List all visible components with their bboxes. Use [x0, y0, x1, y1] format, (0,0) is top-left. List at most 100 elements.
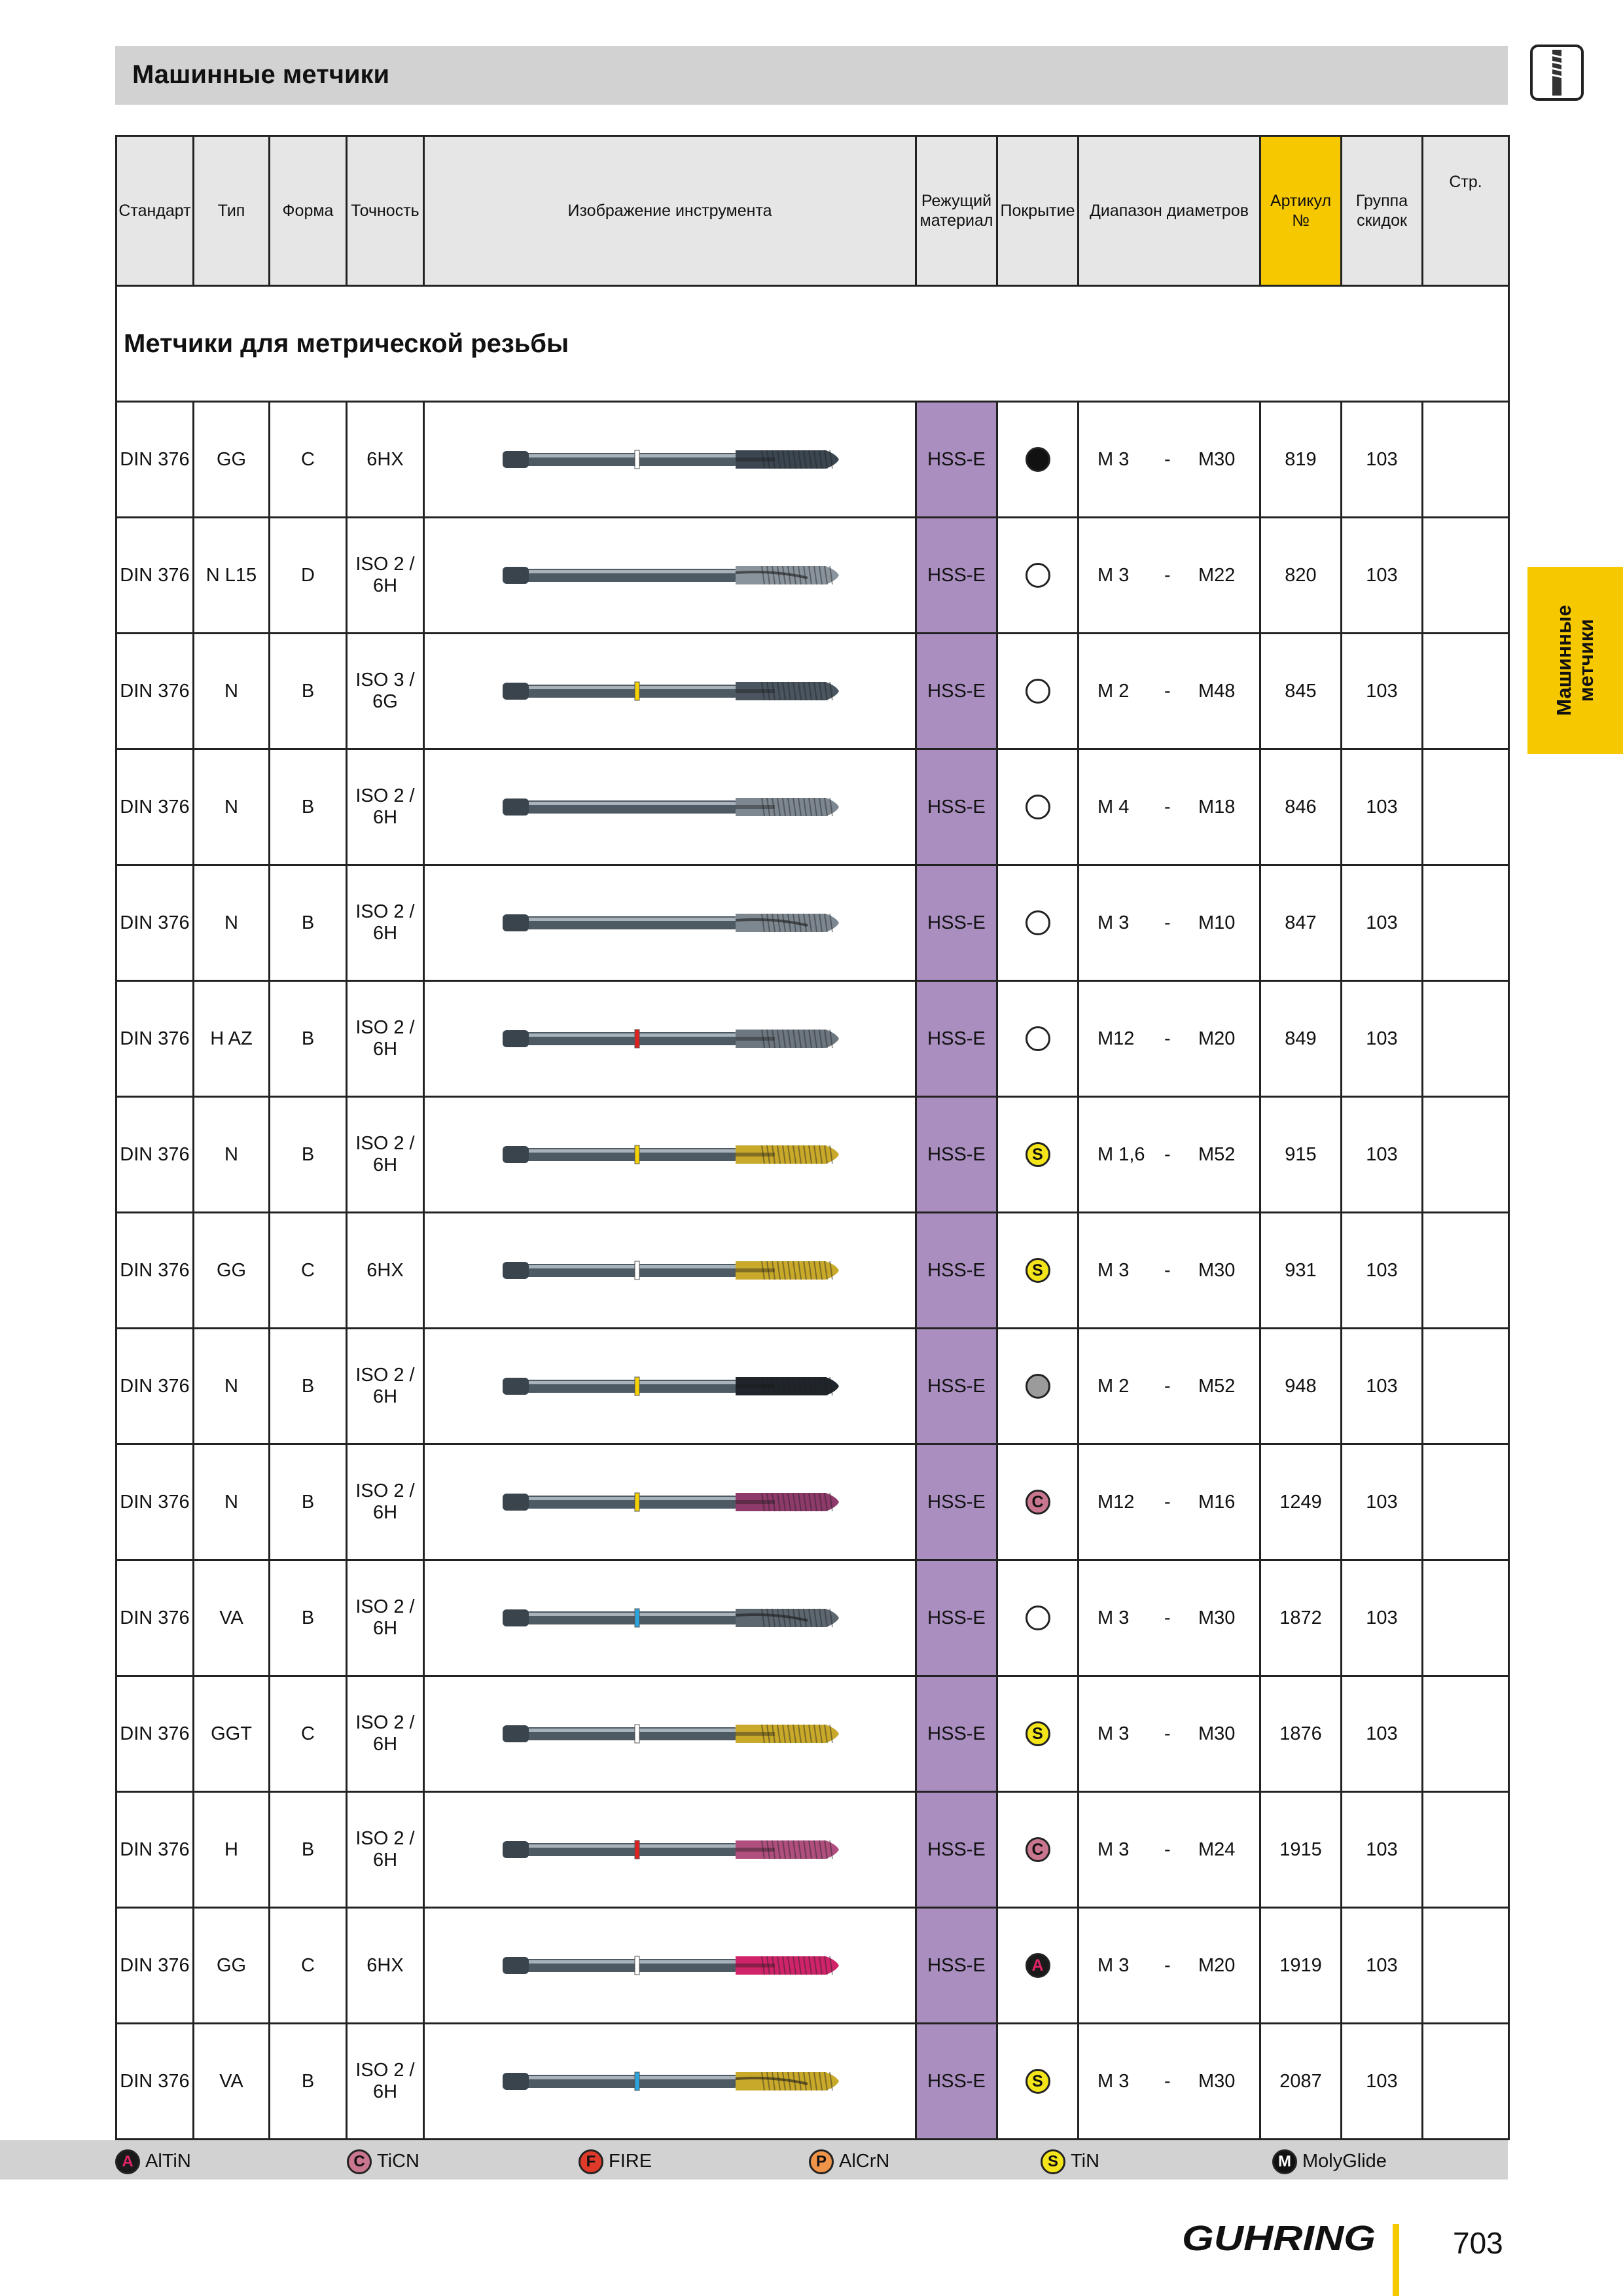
diameter-from: M 2: [1097, 1376, 1130, 1397]
diameter-dash: -: [1164, 1607, 1171, 1628]
diameter-to: M18: [1198, 797, 1236, 817]
cell-page: [1421, 1096, 1510, 1213]
cell-article: 819: [1259, 401, 1342, 518]
cell-tool-image: [423, 1327, 917, 1445]
cell-diameter: M 3 - M30: [1077, 1559, 1261, 1677]
cell-coating: [996, 401, 1079, 518]
coating-icon: S: [1025, 2069, 1050, 2094]
cell-standard: DIN 376: [115, 1443, 194, 1561]
table-row[interactable]: DIN 376 N B ISO 2 / 6H HSS-E M 4 - M18 846 103: [115, 748, 1510, 866]
col-accuracy: Точность: [346, 135, 425, 287]
table-row[interactable]: DIN 376 N B ISO 2 / 6H HSS-E M 3 - M10 847 103: [115, 864, 1510, 982]
cell-form: B: [268, 1559, 348, 1677]
cell-discount: 103: [1340, 1211, 1423, 1329]
cell-coating: [996, 516, 1079, 634]
cell-accuracy: ISO 2 / 6H: [346, 748, 425, 866]
diameter-dash: -: [1164, 449, 1171, 470]
cell-article: 847: [1259, 864, 1342, 982]
cell-coating: C: [996, 1443, 1079, 1561]
tap-tool-image: [502, 2072, 839, 2091]
cell-standard: DIN 376: [115, 1559, 194, 1677]
cell-diameter: M 3 - M20: [1077, 1907, 1261, 2024]
table-row[interactable]: DIN 376 H B ISO 2 / 6H HSS-E C M 3 - M24 1915 103: [115, 1791, 1510, 1909]
accuracy-text: ISO 2 / 6H: [355, 554, 415, 596]
cell-material: HSS-E: [915, 401, 998, 518]
tap-tool-image: [502, 1956, 839, 1975]
table-row[interactable]: DIN 376 N B ISO 2 / 6H HSS-E S M 1,6- M52 915 103: [115, 1096, 1510, 1213]
diameter-range: M 3 - M20: [1079, 1952, 1259, 1979]
diameter-range: M 3 - M30: [1079, 1721, 1259, 1747]
table-row[interactable]: DIN 376 N B ISO 2 / 6H HSS-E C M12 - M16 1249 103: [115, 1443, 1510, 1561]
tap-tool-image: [502, 565, 839, 585]
table-row[interactable]: DIN 376 H AZ B ISO 2 / 6H HSS-E M12 - M20 849 103: [115, 980, 1510, 1098]
diameter-from: M 3: [1097, 1839, 1130, 1860]
cell-standard: DIN 376: [115, 1211, 194, 1329]
cell-coating: A: [996, 1907, 1079, 2024]
diameter-to: M16: [1198, 1492, 1236, 1513]
cell-page: [1421, 1675, 1510, 1793]
diameter-dash: -: [1164, 1839, 1171, 1860]
diameter-range: M 3 - M30: [1079, 446, 1259, 473]
table-row[interactable]: DIN 376 GGT C ISO 2 / 6H HSS-E S M 3 - M30 1876 10…: [115, 1675, 1510, 1793]
svg-text:GUHRING: GUHRING: [1182, 2219, 1376, 2255]
cell-tool-image: [423, 2022, 917, 2140]
cell-tool-image: [423, 401, 917, 518]
coating-icon: S: [1025, 1721, 1050, 1746]
legend-label: AlCrN: [839, 2151, 890, 2172]
accuracy-text: ISO 2 / 6H: [355, 1133, 415, 1175]
cell-type: N L15: [192, 516, 270, 634]
cell-coating: [996, 864, 1079, 982]
diameter-from: M 3: [1097, 912, 1130, 933]
table-header-row: Стандарт Тип Форма Точность Изображение …: [115, 135, 1510, 287]
cell-standard: DIN 376: [115, 516, 194, 634]
cell-coating: C: [996, 1791, 1079, 1909]
table-row[interactable]: DIN 376 GG C 6HX HSS-E S M 3 - M30 931 103: [115, 1211, 1510, 1329]
page-header-bar: Машинные метчики: [115, 46, 1508, 105]
cell-diameter: M 2 - M52: [1077, 1327, 1261, 1445]
legend-item: M MolyGlide: [1272, 2148, 1387, 2175]
cell-tool-image: [423, 864, 917, 982]
table-row[interactable]: DIN 376 VA B ISO 2 / 6H HSS-E M 3 - M30 1872 103: [115, 1559, 1510, 1677]
cell-form: C: [268, 1211, 348, 1329]
diameter-range: M 1,6- M52: [1079, 1141, 1259, 1168]
diameter-range: M12 - M20: [1079, 1026, 1259, 1052]
col-coating: Покрытие: [996, 135, 1079, 287]
table-row[interactable]: DIN 376 GG C 6HX HSS-E M 3 - M30 819 103: [115, 401, 1510, 518]
side-tab[interactable]: Машинные метчики: [1527, 567, 1623, 754]
cell-diameter: M 3 - M24: [1077, 1791, 1261, 1909]
diameter-from: M 3: [1097, 1260, 1130, 1281]
col-article: Артикул №: [1259, 135, 1342, 287]
diameter-range: M 3 - M30: [1079, 2068, 1259, 2094]
tap-tool-image: [502, 450, 839, 469]
cell-material: HSS-E: [915, 1096, 998, 1213]
legend-label: AlTiN: [145, 2151, 191, 2172]
cell-diameter: M 3 - M22: [1077, 516, 1261, 634]
diameter-to: M30: [1198, 1607, 1236, 1628]
col-page: Стр.: [1421, 135, 1510, 287]
cell-discount: 103: [1340, 632, 1423, 750]
footer-accent-bar: [1393, 2224, 1399, 2296]
cell-standard: DIN 376: [115, 401, 194, 518]
brand-logo: GUHRING: [1182, 2219, 1376, 2255]
diameter-from: M 4: [1097, 797, 1130, 817]
col-diameter: Диапазон диаметров: [1077, 135, 1261, 287]
table-row[interactable]: DIN 376 N L15 D ISO 2 / 6H HSS-E M 3 - M22 820 10…: [115, 516, 1510, 634]
section-row: Метчики для метрической резьбы: [115, 285, 1510, 403]
diameter-range: M 3 - M30: [1079, 1605, 1259, 1631]
table-row[interactable]: DIN 376 GG C 6HX HSS-E A M 3 - M20 1919 103: [115, 1907, 1510, 2024]
table-row[interactable]: DIN 376 N B ISO 3 / 6G HSS-E M 2 - M48 845 103: [115, 632, 1510, 750]
cell-material: HSS-E: [915, 1675, 998, 1793]
cell-article: 820: [1259, 516, 1342, 634]
cell-accuracy: ISO 3 / 6G: [346, 632, 425, 750]
cell-tool-image: [423, 1907, 917, 2024]
accuracy-text: 6HX: [366, 1954, 404, 1976]
cell-standard: DIN 376: [115, 864, 194, 982]
side-tab-label: Машинные метчики: [1552, 605, 1597, 716]
accuracy-text: 6HX: [366, 1259, 404, 1281]
cell-article: 846: [1259, 748, 1342, 866]
cell-page: [1421, 748, 1510, 866]
cell-material: HSS-E: [915, 632, 998, 750]
table-row[interactable]: DIN 376 N B ISO 2 / 6H HSS-E M 2 - M52 948 103: [115, 1327, 1510, 1445]
table-row[interactable]: DIN 376 VA B ISO 2 / 6H HSS-E S M 3 - M30 2087 103: [115, 2022, 1510, 2140]
tap-tool-image: [502, 1840, 839, 1859]
